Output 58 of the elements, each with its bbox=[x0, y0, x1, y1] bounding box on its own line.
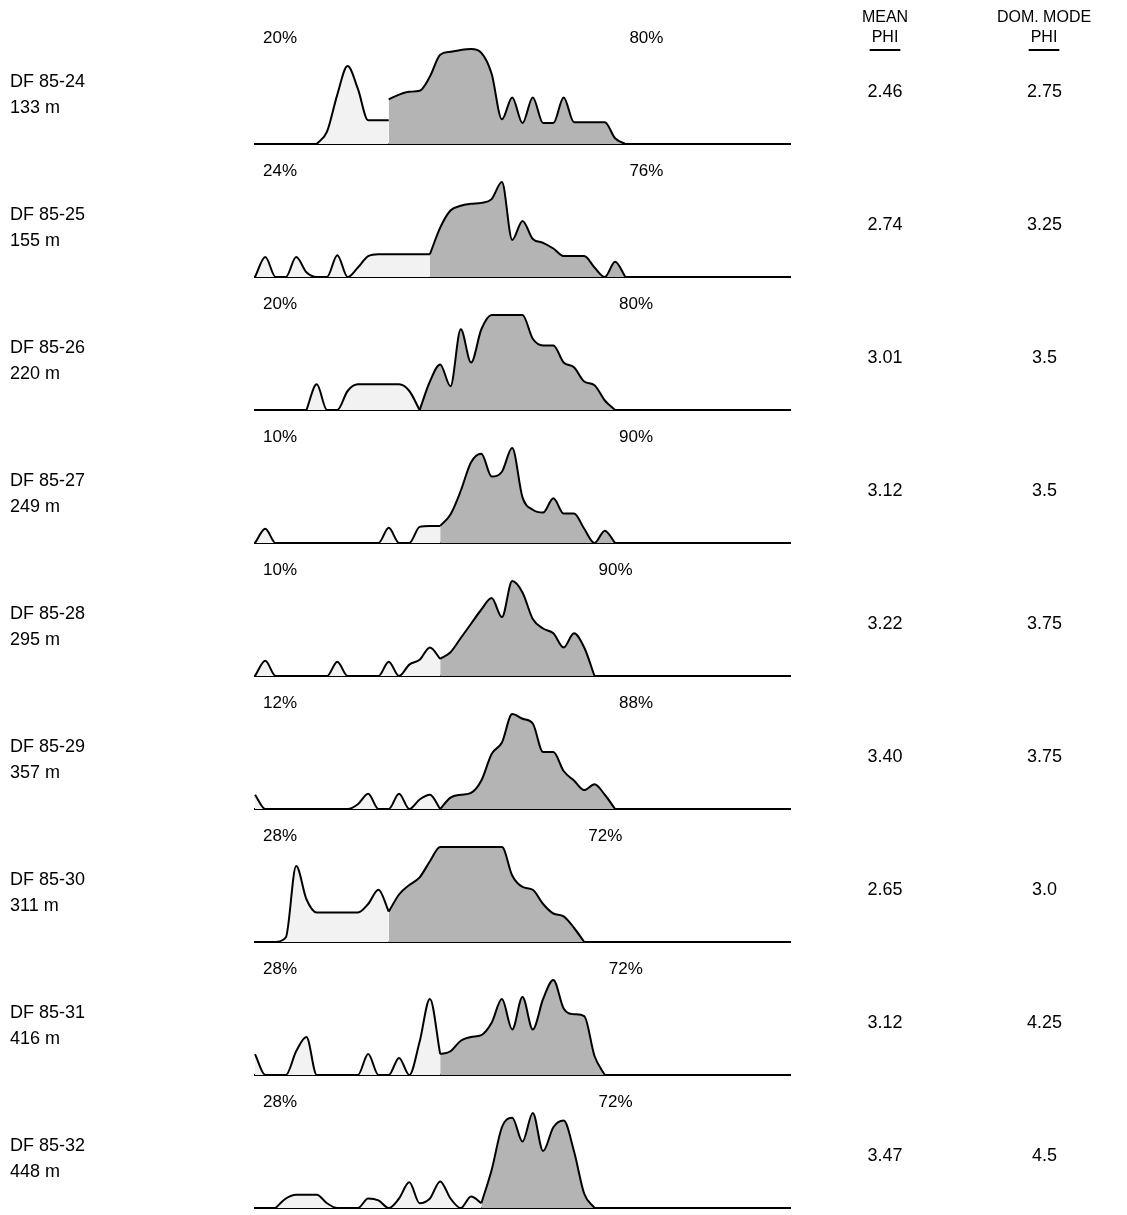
text: 448 m bbox=[10, 1160, 61, 1181]
text: 133 m bbox=[10, 96, 61, 117]
text: 28% bbox=[263, 959, 298, 979]
text: 80% bbox=[619, 294, 654, 314]
text: 4.5 bbox=[1031, 1145, 1058, 1165]
text: DF 85-31 bbox=[10, 1001, 86, 1022]
text: MEAN bbox=[861, 8, 909, 26]
text: 2.46 bbox=[867, 81, 903, 101]
text: 90% bbox=[598, 560, 633, 580]
text: 357 m bbox=[10, 761, 61, 782]
text: PHI bbox=[871, 28, 899, 46]
text: 3.5 bbox=[1031, 480, 1058, 500]
text: 3.40 bbox=[867, 746, 903, 766]
text: 4.25 bbox=[1026, 1012, 1063, 1032]
text: 3.12 bbox=[867, 1012, 903, 1032]
text: DF 85-32 bbox=[10, 1134, 86, 1155]
text: 3.0 bbox=[1031, 879, 1058, 899]
text: DOM. MODE bbox=[996, 8, 1092, 26]
text: 90% bbox=[619, 427, 654, 447]
text: 12% bbox=[263, 693, 298, 713]
text: 76% bbox=[629, 161, 664, 181]
text: 220 m bbox=[10, 362, 61, 383]
text: 24% bbox=[263, 161, 298, 181]
text: DF 85-25 bbox=[10, 203, 86, 224]
text: 20% bbox=[263, 28, 298, 48]
text: 28% bbox=[263, 1092, 298, 1112]
text: 295 m bbox=[10, 628, 61, 649]
text: 3.22 bbox=[867, 613, 903, 633]
text: 80% bbox=[629, 28, 664, 48]
text: 72% bbox=[608, 959, 643, 979]
text: DF 85-30 bbox=[10, 868, 86, 889]
text: 2.74 bbox=[867, 214, 903, 234]
text: 3.25 bbox=[1026, 214, 1063, 234]
text: 3.75 bbox=[1026, 613, 1063, 633]
text: 155 m bbox=[10, 229, 61, 250]
text: 311 m bbox=[10, 894, 59, 915]
text: 416 m bbox=[10, 1027, 61, 1048]
text: 28% bbox=[263, 826, 298, 846]
text: 3.47 bbox=[867, 1145, 903, 1165]
text: PHI bbox=[1030, 28, 1058, 46]
text: 10% bbox=[263, 560, 298, 580]
text: DF 85-26 bbox=[10, 336, 86, 357]
text: 2.75 bbox=[1026, 81, 1063, 101]
text: 72% bbox=[598, 1092, 633, 1112]
text: 3.01 bbox=[867, 347, 903, 367]
text: 72% bbox=[588, 826, 623, 846]
text: DF 85-28 bbox=[10, 602, 86, 623]
text: 2.65 bbox=[867, 879, 903, 899]
text: 3.75 bbox=[1026, 746, 1063, 766]
text: 20% bbox=[263, 294, 298, 314]
text: DF 85-24 bbox=[10, 70, 86, 91]
text: 88% bbox=[619, 693, 654, 713]
text: DF 85-27 bbox=[10, 469, 86, 490]
text: 3.5 bbox=[1031, 347, 1058, 367]
text: 3.12 bbox=[867, 480, 903, 500]
text: 10% bbox=[263, 427, 298, 447]
text: DF 85-29 bbox=[10, 735, 86, 756]
text: 249 m bbox=[10, 495, 61, 516]
